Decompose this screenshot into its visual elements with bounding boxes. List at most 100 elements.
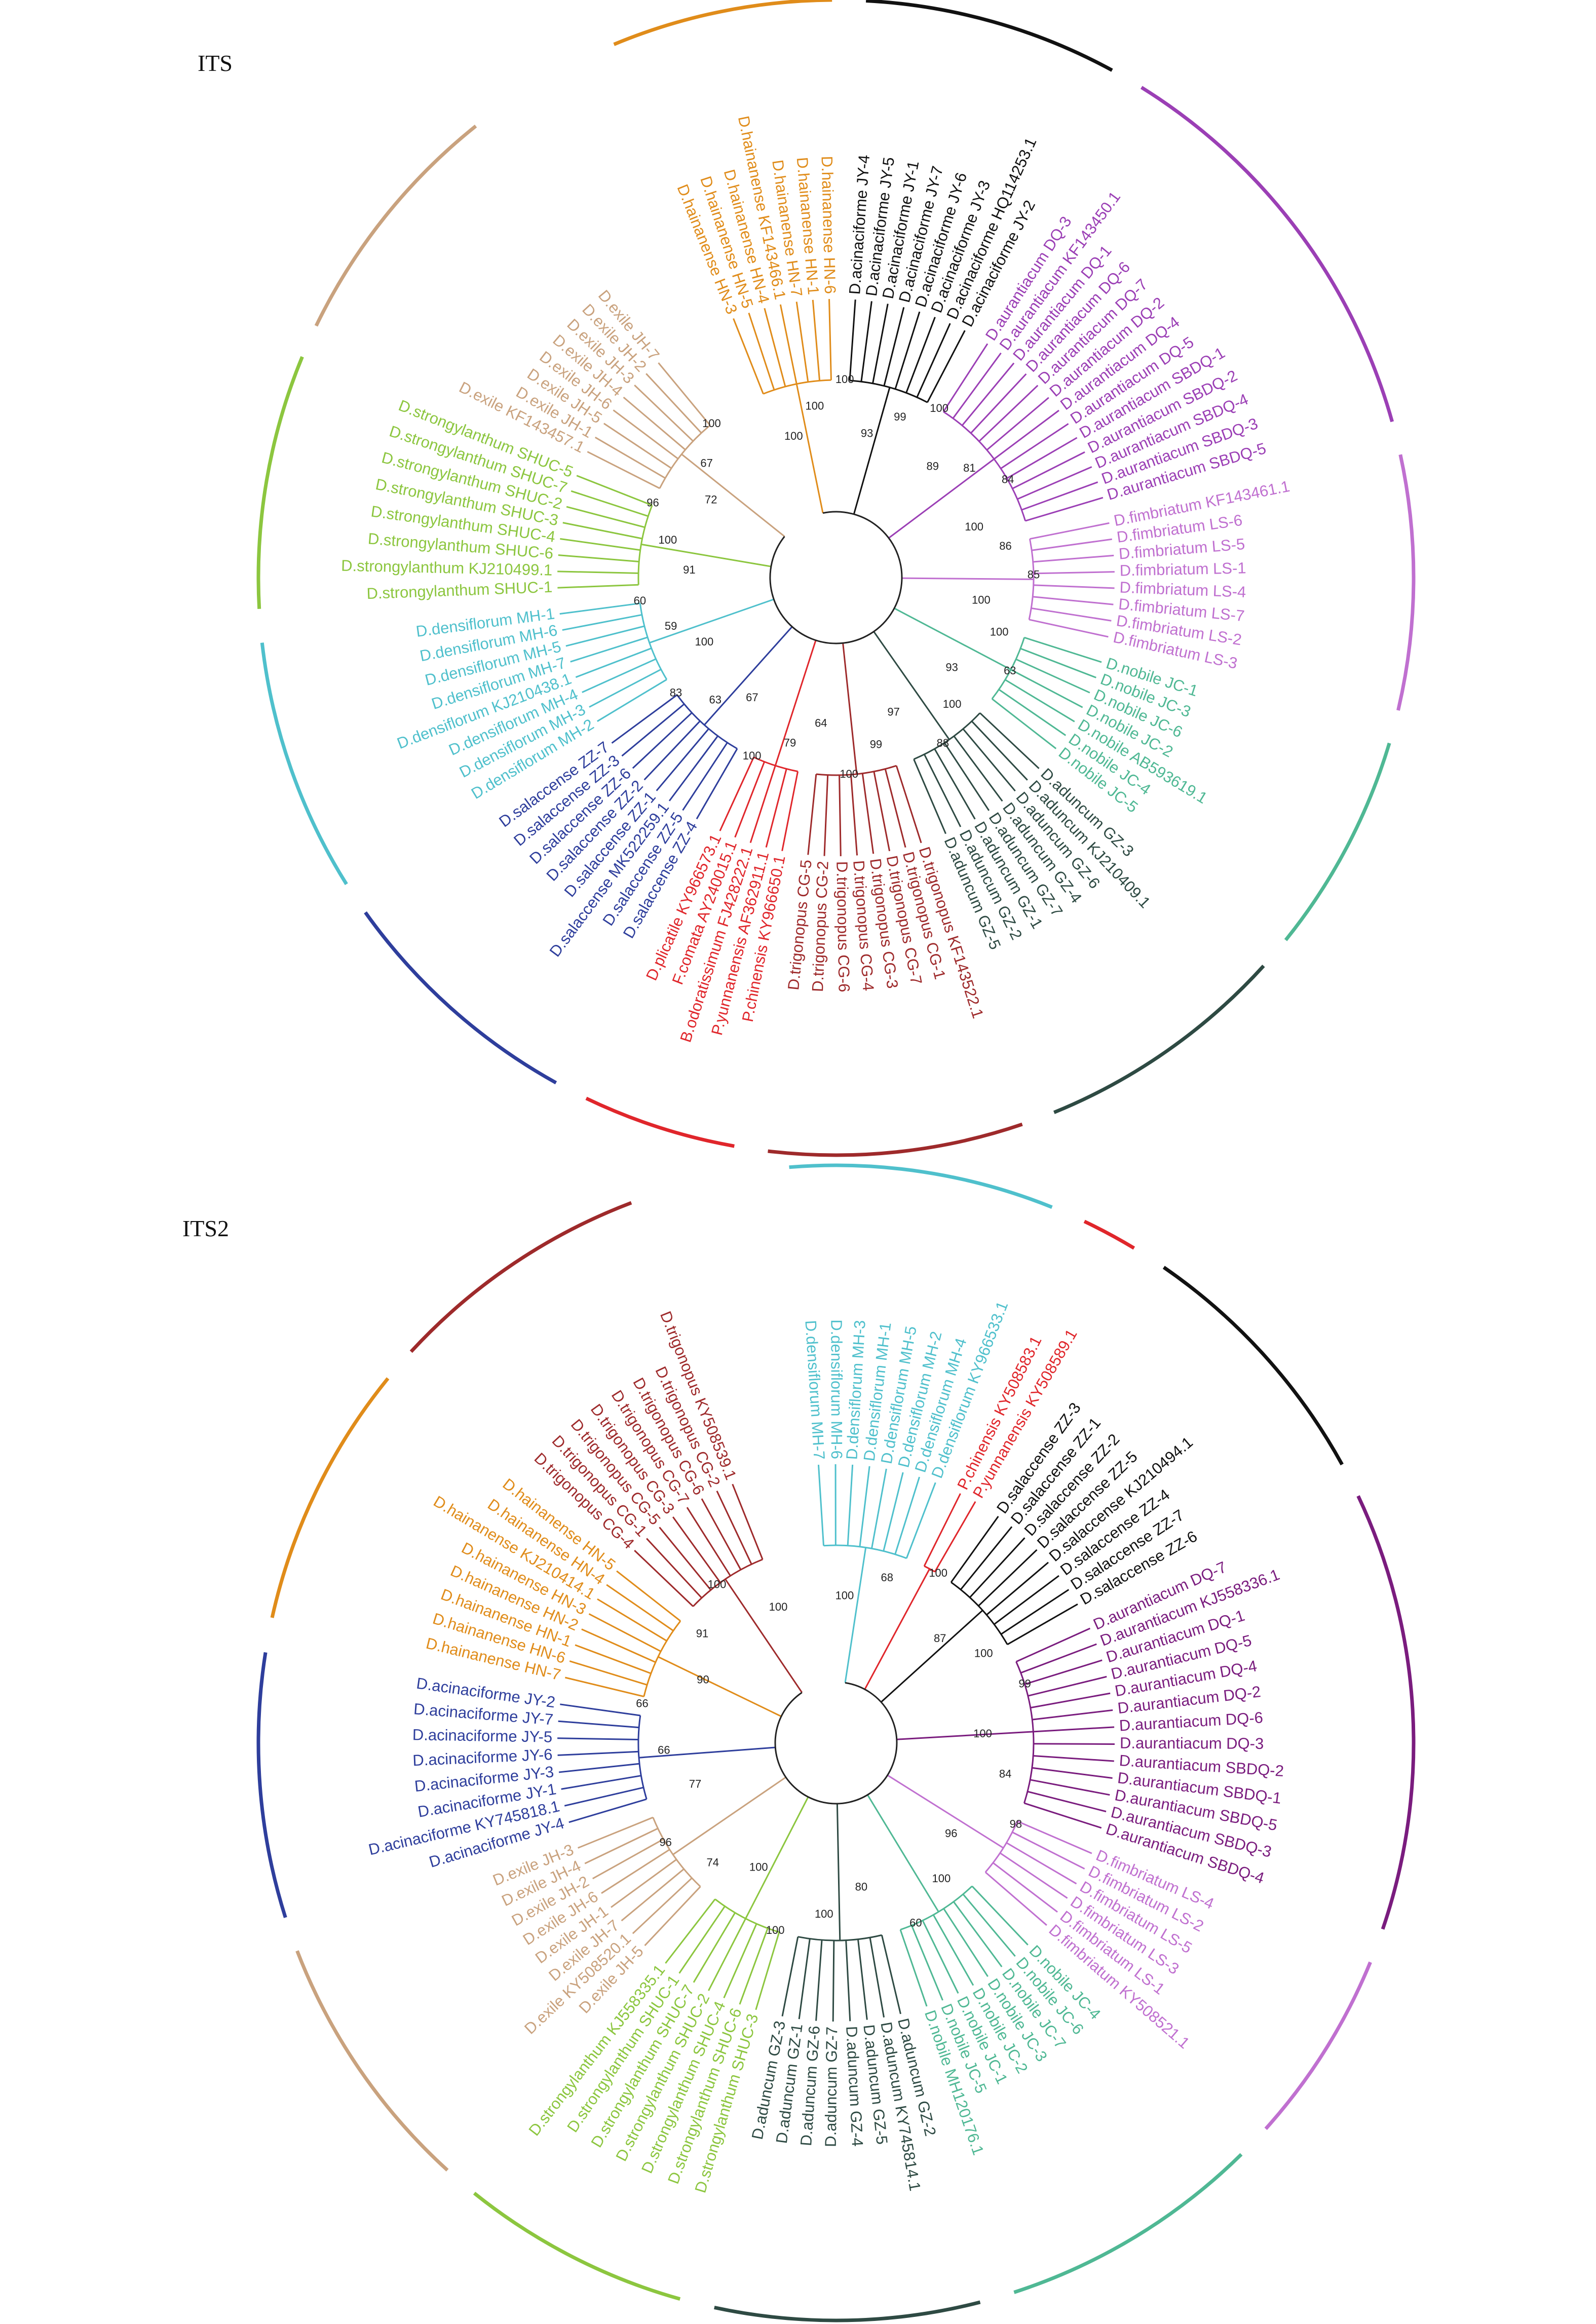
bootstrap-value: 66: [658, 1743, 670, 1756]
bootstrap-value: 100: [749, 1860, 768, 1873]
branch: [589, 668, 662, 708]
clade-stem: [745, 1797, 809, 1919]
bootstrap-value: 100: [932, 1872, 951, 1885]
branch: [632, 712, 693, 769]
bootstrap-value: 100: [708, 1578, 727, 1591]
clade-outer-arc: [1140, 86, 1394, 423]
branch: [621, 1868, 685, 1922]
clade: D.salaccense ZZ-4D.salaccense ZZ-5D.sala…: [364, 626, 793, 1085]
branch: [632, 1877, 693, 1934]
branch: [1012, 451, 1085, 489]
branch: [621, 703, 685, 757]
branch: [659, 1527, 712, 1591]
branch: [733, 318, 764, 394]
branch: [953, 1901, 1003, 1967]
branch: [592, 1838, 664, 1880]
branch: [849, 299, 856, 381]
branch: [1033, 584, 1115, 589]
branch: [581, 1628, 656, 1663]
bootstrap-value: 91: [683, 563, 695, 576]
branch: [984, 1872, 1047, 1926]
branch: [656, 728, 709, 791]
clade-outer-arc: [865, 0, 1113, 72]
branch: [645, 373, 702, 434]
clade-outer-arc: [1053, 964, 1265, 1114]
branch: [601, 1849, 670, 1894]
branch: [1027, 1790, 1107, 1812]
branch: [739, 1928, 769, 2005]
clade-arc: [639, 603, 668, 680]
bootstrap-value: 67: [700, 456, 712, 469]
bootstrap-value: 100: [702, 417, 721, 430]
branch: [1032, 1709, 1113, 1721]
bootstrap-value: 66: [636, 1697, 648, 1710]
branch: [823, 775, 829, 856]
branch: [564, 1677, 644, 1697]
bootstrap-value: 99: [894, 410, 906, 423]
bootstrap-value: 97: [887, 706, 899, 718]
bootstrap-value: 93: [861, 427, 873, 439]
branch: [999, 1852, 1068, 1899]
branch: [994, 409, 1059, 460]
clade-outer-arc: [1013, 2153, 1243, 2294]
branch: [1030, 522, 1110, 540]
branch: [839, 775, 842, 856]
branch: [748, 313, 775, 391]
clade-stem: [681, 453, 785, 538]
branch: [1020, 647, 1096, 678]
branch: [588, 1613, 661, 1652]
bootstrap-value: 80: [855, 1880, 867, 1893]
branch: [582, 658, 657, 693]
branch: [1023, 1802, 1102, 1829]
branch: [1029, 619, 1109, 638]
branch: [658, 362, 711, 426]
clade-outer-arc: [789, 1163, 1053, 1209]
clade-stem: [641, 543, 772, 567]
branch: [561, 1775, 641, 1790]
clade-outer-arc: [714, 2300, 981, 2322]
branch: [869, 1937, 885, 2018]
bootstrap-value: 100: [973, 1727, 992, 1740]
branch: [560, 1703, 640, 1717]
branch: [970, 373, 1027, 434]
clade-outer-arc: [585, 1096, 735, 1148]
branch: [1015, 658, 1090, 694]
bootstrap-value: 100: [990, 626, 1009, 638]
bootstrap-value: 85: [1028, 568, 1040, 581]
branch: [560, 538, 641, 551]
panel-title-its: ITS: [198, 50, 233, 76]
branch: [962, 1893, 1016, 1957]
bootstrap-value: 100: [659, 534, 677, 546]
bootstrap-value: 93: [945, 661, 958, 673]
branch: [859, 1466, 870, 1547]
branch: [1006, 1842, 1077, 1885]
branch: [986, 397, 1049, 451]
branch: [991, 698, 1057, 749]
clade-outer-arc: [270, 1377, 390, 1618]
clade-stem: [901, 577, 1034, 580]
branch: [1010, 669, 1083, 708]
clade-stem: [864, 1568, 931, 1690]
branch: [571, 490, 649, 517]
bootstrap-value: 74: [706, 1856, 718, 1869]
clade-stem: [896, 1731, 1034, 1740]
bootstrap-value: 96: [647, 497, 659, 509]
branch: [961, 362, 1015, 426]
branch: [978, 385, 1039, 442]
branch: [894, 311, 921, 390]
bootstrap-value: 90: [697, 1673, 709, 1686]
leaf-label: D.aduncum GZ-7: [822, 2027, 841, 2147]
clade-stem: [881, 1610, 983, 1703]
branch: [899, 1929, 928, 2007]
branch: [895, 765, 922, 844]
bootstrap-value: 99: [870, 738, 882, 751]
clade-outer-arc: [256, 356, 304, 609]
branch: [646, 1538, 703, 1598]
branch: [781, 1936, 799, 2016]
branch: [557, 1750, 639, 1756]
leaf-label: D.densiflorum MH-7: [802, 1320, 828, 1460]
branch: [943, 1908, 989, 1977]
clade-stem: [658, 1656, 782, 1718]
branch: [1006, 437, 1078, 479]
bootstrap-value: 87: [934, 1632, 946, 1645]
